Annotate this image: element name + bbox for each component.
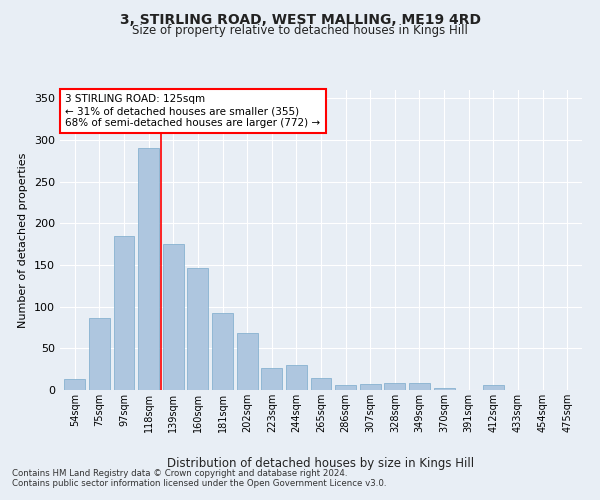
Bar (261, 368, 282, 390)
Bar (335, 385, 356, 390)
Bar (409, 384, 430, 390)
Bar (385, 382, 406, 390)
Bar (212, 314, 233, 390)
Text: Size of property relative to detached houses in Kings Hill: Size of property relative to detached ho… (132, 24, 468, 37)
Bar (138, 148, 159, 390)
Bar (311, 378, 331, 390)
Bar (113, 236, 134, 390)
Text: Distribution of detached houses by size in Kings Hill: Distribution of detached houses by size … (167, 458, 475, 470)
Bar (64, 379, 85, 390)
Text: Contains public sector information licensed under the Open Government Licence v3: Contains public sector information licen… (12, 478, 386, 488)
Text: Contains HM Land Registry data © Crown copyright and database right 2024.: Contains HM Land Registry data © Crown c… (12, 468, 347, 477)
Bar (360, 384, 381, 390)
Bar (434, 388, 455, 390)
Text: 3, STIRLING ROAD, WEST MALLING, ME19 4RD: 3, STIRLING ROAD, WEST MALLING, ME19 4RD (119, 12, 481, 26)
Bar (187, 268, 208, 390)
Bar (236, 334, 257, 390)
Bar (163, 244, 184, 390)
Text: 3 STIRLING ROAD: 125sqm
← 31% of detached houses are smaller (355)
68% of semi-d: 3 STIRLING ROAD: 125sqm ← 31% of detache… (65, 94, 320, 128)
Bar (286, 365, 307, 390)
Bar (483, 385, 504, 390)
Bar (89, 318, 110, 390)
Y-axis label: Number of detached properties: Number of detached properties (19, 152, 28, 328)
